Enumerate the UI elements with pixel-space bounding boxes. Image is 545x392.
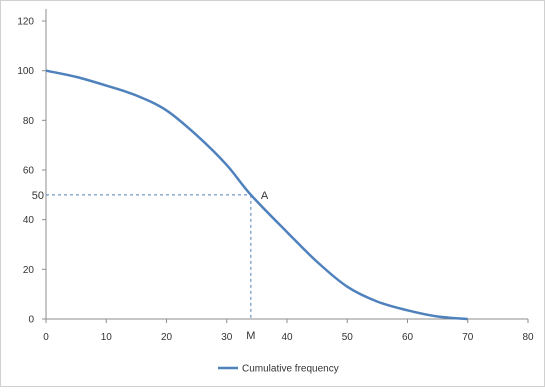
x-tick-label: 60 <box>402 332 414 343</box>
y-tick-label: 100 <box>17 66 34 77</box>
x-tick-label: 0 <box>43 332 49 343</box>
legend-label: Cumulative frequency <box>242 364 339 375</box>
x-tick-label: 30 <box>221 332 233 343</box>
y-tick-label: 40 <box>23 215 35 226</box>
y-tick-label: 80 <box>23 116 35 127</box>
annotation-label-a: A <box>261 190 269 202</box>
x-tick-label: 40 <box>281 332 293 343</box>
x-tick-label: 50 <box>342 332 354 343</box>
y-tick-label: 60 <box>23 166 35 177</box>
x-tick-label: 70 <box>462 332 474 343</box>
y-tick-label: 120 <box>17 17 34 28</box>
x-marker-label: M <box>246 330 255 342</box>
y-tick-label: 0 <box>28 315 34 326</box>
x-tick-label: 20 <box>161 332 173 343</box>
x-tick-label: 10 <box>101 332 113 343</box>
y-marker-label: 50 <box>32 190 44 202</box>
x-tick-label: 80 <box>522 332 534 343</box>
y-tick-label: 20 <box>23 265 35 276</box>
